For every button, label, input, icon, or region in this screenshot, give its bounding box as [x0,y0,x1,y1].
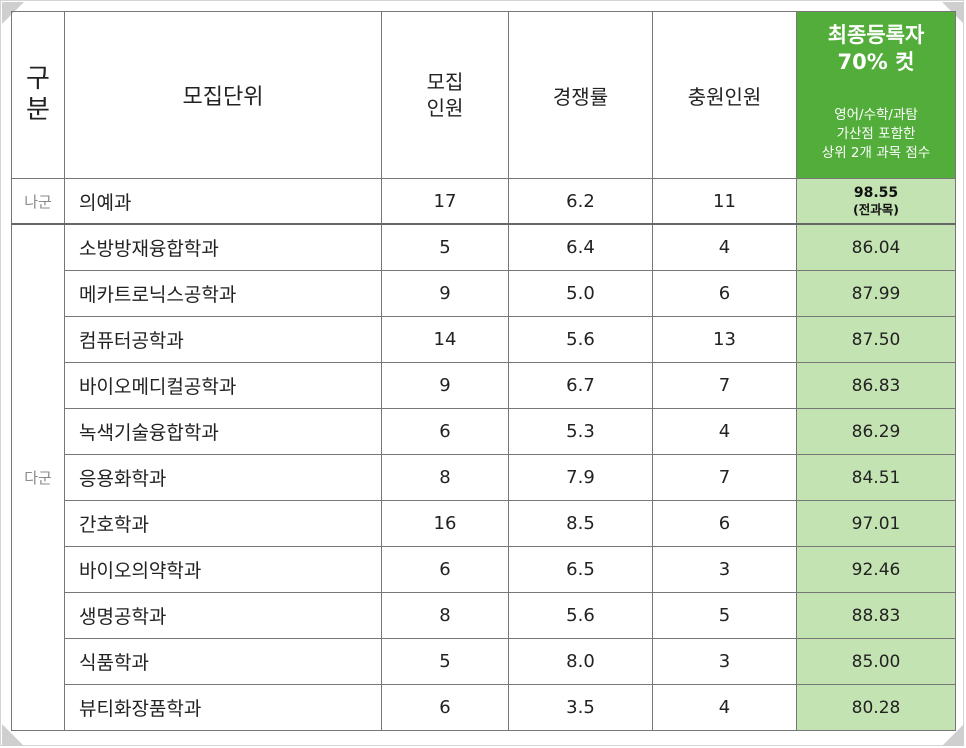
mojip-cell: 9 [381,362,509,409]
unit-name: 녹색기술융합학과 [64,408,382,455]
final-cut-subtitle: 영어/수학/과탐 가산점 포함한 상위 2개 과목 점수 [821,107,931,161]
table-row: 바이오메디컬공학과 9 6.7 7 86.83 [12,362,956,409]
mojip-cell: 6 [381,684,509,731]
mojip-cell: 5 [381,223,509,271]
score-cell: 84.51 [796,454,956,501]
unit-name: 메카트로닉스공학과 [64,270,382,317]
mojip-cell: 8 [381,454,509,501]
chung-cell: 7 [652,454,797,501]
mojip-cell: 17 [381,178,509,225]
score-cell: 86.04 [796,223,956,271]
unit-name: 뷰티화장품학과 [64,684,382,731]
header-unit: 모집단위 [64,11,382,179]
score-cell: 87.50 [796,316,956,363]
table-row: 식품학과 5 8.0 3 85.00 [12,638,956,685]
unit-name: 컴퓨터공학과 [64,316,382,363]
mojip-cell: 8 [381,592,509,639]
rate-cell: 3.5 [508,684,653,731]
unit-name: 생명공학과 [64,592,382,639]
mojip-cell: 14 [381,316,509,363]
table-row: 응용화학과 8 7.9 7 84.51 [12,454,956,501]
unit-name: 바이오메디컬공학과 [64,362,382,409]
score-cell: 88.83 [796,592,956,639]
header-row: 구 분 모집단위 모집 인원 경쟁률 충원인원 최종등록자 70% 컷 영어/수… [11,11,956,179]
final-cut-title: 최종등록자 70% 컷 [827,23,925,74]
rate-cell: 5.6 [508,316,653,363]
score-cell: 85.00 [796,638,956,685]
rate-cell: 5.6 [508,592,653,639]
rate-cell: 6.2 [508,178,653,225]
table-row: 메카트로닉스공학과 9 5.0 6 87.99 [12,270,956,317]
header-final-cut: 최종등록자 70% 컷 영어/수학/과탐 가산점 포함한 상위 2개 과목 점수 [796,11,956,179]
score-cell: 86.29 [796,408,956,455]
chung-cell: 4 [652,408,797,455]
header-chung: 충원인원 [652,11,797,179]
chung-cell: 4 [652,684,797,731]
score-cell: 80.28 [796,684,956,731]
rate-cell: 7.9 [508,454,653,501]
rate-cell: 8.0 [508,638,653,685]
score-cell: 86.83 [796,362,956,409]
mojip-cell: 9 [381,270,509,317]
table-row: 컴퓨터공학과 14 5.6 13 87.50 [12,316,956,363]
chung-cell: 13 [652,316,797,363]
group-label-da: 다군 [11,223,65,731]
mojip-cell: 16 [381,500,509,547]
unit-name: 의예과 [64,178,382,225]
chung-cell: 3 [652,638,797,685]
table-row: 생명공학과 8 5.6 5 88.83 [12,592,956,639]
table-row: 뷰티화장품학과 6 3.5 4 80.28 [12,684,956,731]
mojip-cell: 6 [381,546,509,593]
rate-cell: 6.7 [508,362,653,409]
unit-name: 응용화학과 [64,454,382,501]
mojip-cell: 5 [381,638,509,685]
rate-cell: 6.4 [508,223,653,271]
header-rate: 경쟁률 [508,11,653,179]
table-row: 녹색기술융합학과 6 5.3 4 86.29 [12,408,956,455]
chung-cell: 3 [652,546,797,593]
admission-table: 구 분 모집단위 모집 인원 경쟁률 충원인원 최종등록자 70% 컷 영어/수… [11,11,956,731]
chung-cell: 6 [652,500,797,547]
rate-cell: 8.5 [508,500,653,547]
header-mojip: 모집 인원 [381,11,509,179]
rate-cell: 5.0 [508,270,653,317]
table-row: 바이오의약학과 6 6.5 3 92.46 [12,546,956,593]
rate-cell: 6.5 [508,546,653,593]
chung-cell: 11 [652,178,797,225]
chung-cell: 6 [652,270,797,317]
unit-name: 식품학과 [64,638,382,685]
unit-name: 간호학과 [64,500,382,547]
chung-cell: 5 [652,592,797,639]
rate-cell: 5.3 [508,408,653,455]
table-row: 간호학과 16 8.5 6 97.01 [12,500,956,547]
score-cell: 97.01 [796,500,956,547]
group-label-na: 나군 [11,178,65,225]
chung-cell: 4 [652,223,797,271]
mojip-cell: 6 [381,408,509,455]
header-gubun: 구 분 [11,11,65,179]
table-row: 다군 소방방재융합학과 5 6.4 4 86.04 [11,223,956,731]
chung-cell: 7 [652,362,797,409]
unit-name: 바이오의약학과 [64,546,382,593]
table-row: 나군 의예과 17 6.2 11 98.55 (전과목) [11,178,956,225]
unit-name: 소방방재융합학과 [64,223,382,271]
score-cell: 98.55 (전과목) [796,178,956,225]
score-cell: 87.99 [796,270,956,317]
score-cell: 92.46 [796,546,956,593]
